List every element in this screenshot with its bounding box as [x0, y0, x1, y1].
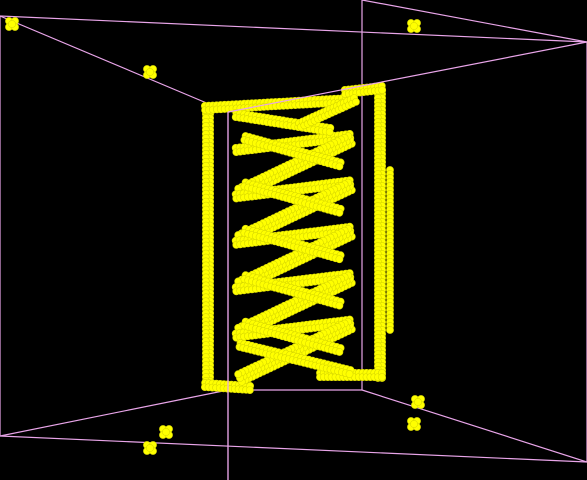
box-edge: [361, 389, 587, 463]
atom-layer: [5, 17, 425, 455]
helix-top-link: [351, 98, 360, 106]
isolated-cluster: [162, 428, 170, 436]
helix-cross-strand: [335, 348, 344, 356]
simulation-box-front-edges: [227, 41, 587, 480]
helix-front-strand: [234, 370, 243, 379]
isolated-cluster: [8, 20, 16, 28]
isolated-cluster: [414, 398, 422, 406]
frame-top-right: [378, 86, 387, 94]
isolated-cluster: [146, 444, 154, 452]
helix-bottom-strand: [345, 370, 354, 378]
box-edge: [0, 15, 229, 113]
box-edge: [361, 0, 587, 43]
box-edge: [0, 15, 587, 43]
helix-cross-strand: [335, 301, 344, 310]
frame-right-inner: [386, 326, 394, 334]
box-edge: [0, 435, 587, 463]
helix-cross-strand: [335, 255, 344, 264]
isolated-cluster: [410, 420, 418, 428]
box-edge: [0, 389, 229, 437]
frame-bottom-left: [245, 386, 254, 394]
box-edge-front: [227, 41, 587, 113]
frame-bottom-right: [378, 373, 386, 381]
helix-cross-strand: [335, 208, 344, 217]
helix-cross-strand: [335, 162, 344, 171]
isolated-cluster: [410, 22, 418, 30]
helix-top-strand: [325, 128, 334, 136]
isolated-cluster: [146, 68, 154, 76]
